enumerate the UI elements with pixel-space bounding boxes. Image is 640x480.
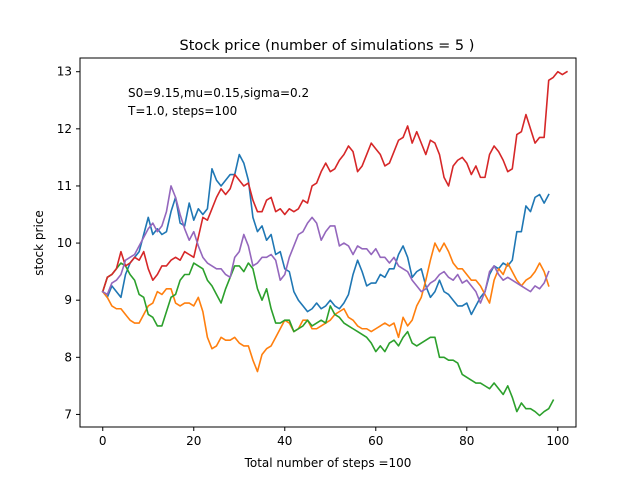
y-tick-label: 9 <box>64 293 72 307</box>
series-line-5 <box>101 185 550 304</box>
y-tick-label: 7 <box>64 407 72 421</box>
y-tick-label: 10 <box>57 236 72 250</box>
series-line-4 <box>101 70 569 293</box>
annotation-steps: T=1.0, steps=100 <box>127 104 237 118</box>
chart-title: Stock price (number of simulations = 5 ) <box>180 38 475 54</box>
series-line-1 <box>101 153 550 316</box>
annotation-params: S0=9.15,mu=0.15,sigma=0.2 <box>128 86 309 100</box>
x-axis-label: Total number of steps =100 <box>244 456 412 470</box>
series-line-3 <box>101 262 555 417</box>
y-tick-label: 13 <box>57 65 72 79</box>
x-tick-label: 40 <box>277 434 292 448</box>
x-tick-label: 80 <box>459 434 474 448</box>
x-tick-label: 0 <box>99 434 107 448</box>
plot-area <box>79 57 577 428</box>
y-tick-label: 8 <box>64 350 72 364</box>
y-tick-label: 12 <box>57 122 72 136</box>
y-tick-label: 11 <box>57 179 72 193</box>
x-tick-label: 20 <box>186 434 201 448</box>
ticks-layer: 0 20 40 60 80 100 7 8 9 10 11 12 13 <box>57 65 570 448</box>
series-layer <box>101 70 569 417</box>
x-tick-label: 60 <box>368 434 383 448</box>
y-axis-label: stock price <box>32 210 46 276</box>
plot-frame <box>79 57 577 428</box>
x-tick-label: 100 <box>546 434 569 448</box>
